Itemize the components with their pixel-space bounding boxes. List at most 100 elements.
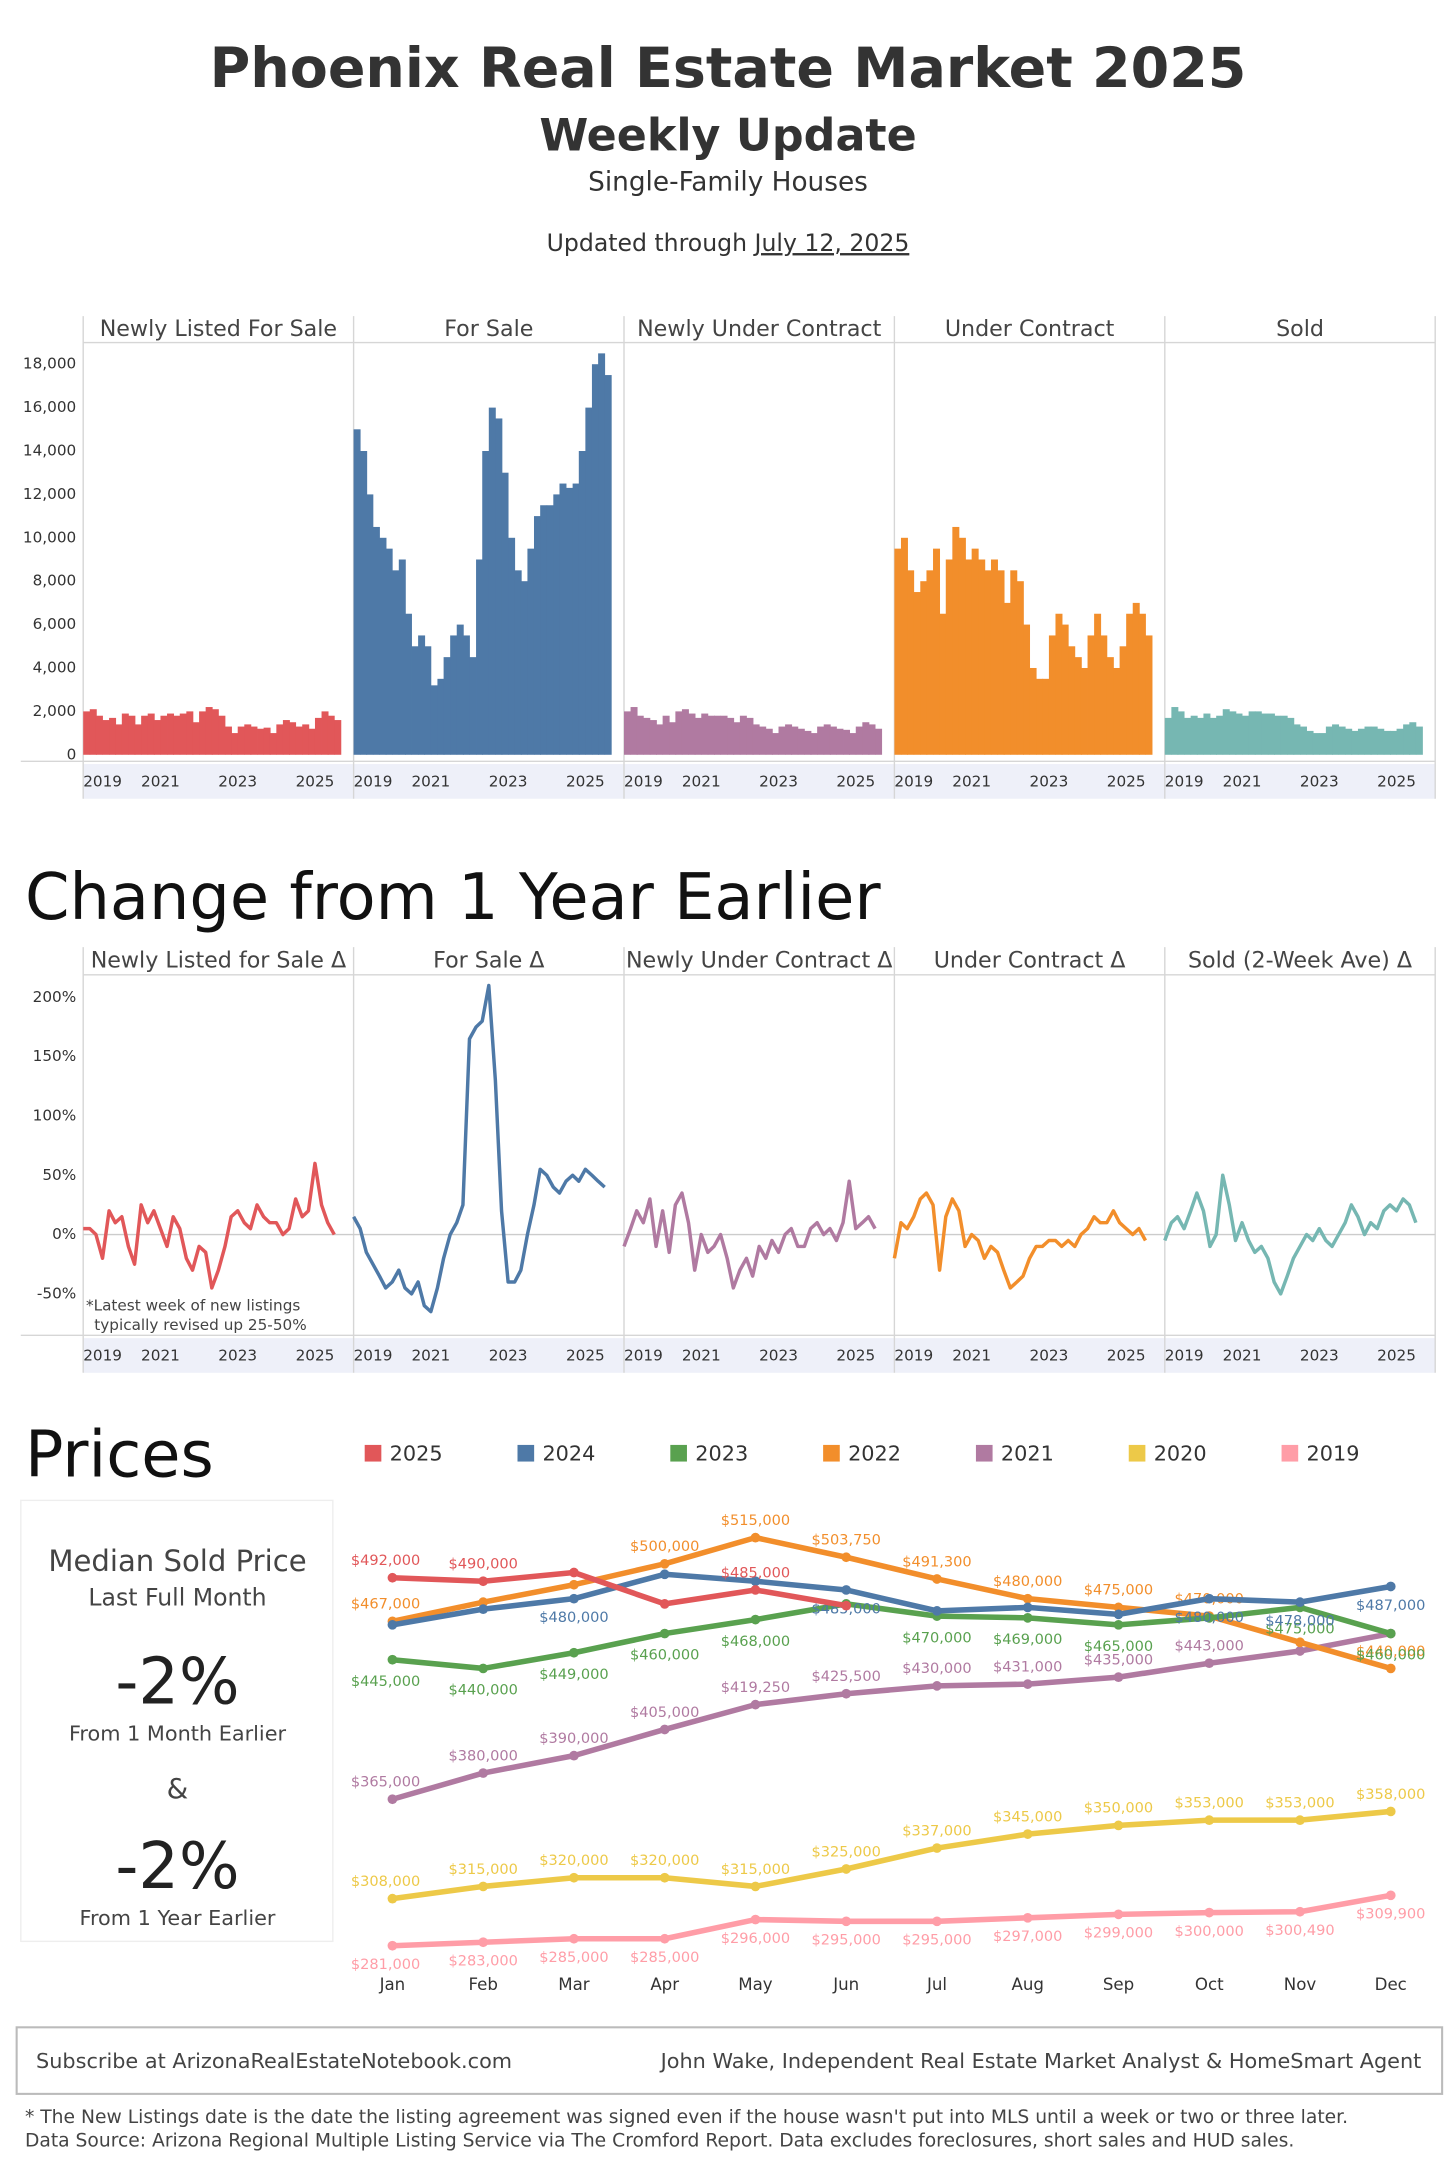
bar bbox=[900, 537, 908, 755]
bar bbox=[418, 635, 426, 755]
panel-title: For Sale bbox=[444, 316, 533, 342]
x-tick-label: 2021 bbox=[682, 773, 721, 791]
bar bbox=[1351, 730, 1359, 755]
value-label: $480,000 bbox=[539, 1609, 608, 1626]
bar bbox=[289, 722, 297, 755]
bar bbox=[237, 726, 245, 755]
bar bbox=[95, 715, 103, 755]
point bbox=[659, 1628, 670, 1639]
x-tick-label: 2019 bbox=[894, 773, 933, 791]
bar bbox=[488, 407, 496, 755]
x-tick-label: 2021 bbox=[411, 1347, 450, 1365]
x-tick-label: 2019 bbox=[624, 773, 663, 791]
bar bbox=[147, 713, 155, 755]
x-tick-label: Jan bbox=[379, 1975, 406, 1994]
point bbox=[932, 1916, 942, 1927]
bar bbox=[849, 733, 857, 755]
y-tick-label: 10,000 bbox=[23, 528, 76, 546]
bar bbox=[1396, 728, 1404, 755]
legend-label: 2021 bbox=[1001, 1442, 1054, 1466]
bar bbox=[624, 711, 631, 755]
x-tick-label: 2023 bbox=[218, 773, 257, 791]
point bbox=[478, 1576, 489, 1587]
value-label: $500,000 bbox=[630, 1538, 699, 1555]
bar bbox=[913, 592, 921, 755]
x-tick-label: 2025 bbox=[296, 1347, 335, 1365]
bar bbox=[978, 559, 986, 755]
point bbox=[1022, 1912, 1033, 1923]
bar bbox=[1068, 646, 1076, 755]
x-tick-label: 2021 bbox=[952, 1347, 991, 1365]
bar bbox=[662, 715, 670, 755]
point bbox=[1385, 1581, 1396, 1592]
point bbox=[1204, 1815, 1215, 1826]
bar bbox=[1261, 713, 1269, 755]
point bbox=[478, 1597, 489, 1608]
bar bbox=[295, 726, 303, 755]
bar bbox=[186, 711, 194, 755]
x-tick-label: 2025 bbox=[836, 1347, 875, 1365]
bar bbox=[540, 505, 548, 755]
bar bbox=[469, 657, 477, 755]
value-label: $300,490 bbox=[1265, 1922, 1334, 1939]
value-label: $485,000 bbox=[721, 1564, 790, 1581]
point bbox=[1113, 1609, 1124, 1620]
bar bbox=[559, 483, 567, 755]
x-tick-label: 2023 bbox=[1300, 1347, 1339, 1365]
bar bbox=[1415, 726, 1423, 755]
value-label: $440,000 bbox=[1356, 1643, 1425, 1660]
bar bbox=[694, 717, 702, 755]
bar bbox=[791, 726, 799, 755]
bar bbox=[1126, 613, 1134, 755]
bar bbox=[1003, 602, 1011, 755]
y-tick-label: 8,000 bbox=[33, 572, 77, 590]
bar bbox=[456, 624, 464, 755]
bar bbox=[965, 559, 973, 755]
value-label: $445,000 bbox=[351, 1673, 420, 1690]
point bbox=[1113, 1909, 1124, 1920]
bar bbox=[546, 505, 554, 755]
kpi-value: -2% bbox=[115, 1646, 239, 1720]
bar bbox=[282, 720, 290, 755]
point bbox=[387, 1893, 398, 1904]
point bbox=[478, 1937, 489, 1948]
subscribe[interactable]: Subscribe at ArizonaRealEstateNotebook.c… bbox=[36, 2049, 512, 2073]
line bbox=[391, 1630, 1392, 1802]
bar bbox=[759, 726, 767, 755]
value-label: $478,000 bbox=[1265, 1613, 1334, 1630]
value-label: $480,000 bbox=[993, 1573, 1062, 1590]
bar bbox=[1132, 602, 1140, 755]
bar bbox=[1274, 715, 1282, 755]
bar bbox=[263, 727, 271, 755]
value-label: $281,000 bbox=[351, 1956, 420, 1973]
bar bbox=[1209, 717, 1217, 755]
bar bbox=[276, 724, 284, 755]
bar bbox=[1370, 726, 1378, 755]
point bbox=[659, 1558, 670, 1569]
point bbox=[932, 1574, 942, 1584]
point bbox=[1113, 1672, 1124, 1683]
y-tick-label: 150% bbox=[33, 1047, 77, 1065]
bar bbox=[984, 570, 992, 755]
y-tick-label: 4,000 bbox=[33, 658, 77, 676]
x-tick-label: Oct bbox=[1195, 1975, 1224, 1994]
x-tick-label: 2021 bbox=[141, 1347, 180, 1365]
legend-swatch bbox=[364, 1444, 382, 1462]
bar bbox=[1196, 717, 1204, 755]
point bbox=[569, 1933, 579, 1944]
bar bbox=[269, 733, 277, 755]
x-tick-label: 2019 bbox=[1165, 773, 1204, 791]
value-label: $285,000 bbox=[539, 1949, 608, 1966]
x-tick-label: 2023 bbox=[1030, 1347, 1069, 1365]
value-label: $440,000 bbox=[448, 1682, 517, 1699]
bar bbox=[141, 715, 149, 755]
value-label: $337,000 bbox=[902, 1822, 971, 1839]
bar bbox=[1016, 581, 1024, 755]
bar bbox=[1036, 678, 1044, 755]
updated-line: Updated through July 12, 2025 bbox=[547, 229, 910, 257]
point bbox=[1204, 1593, 1215, 1604]
x-tick-label: 2023 bbox=[489, 773, 528, 791]
legend-label: 2019 bbox=[1307, 1442, 1360, 1466]
bar bbox=[199, 711, 207, 755]
point bbox=[1295, 1646, 1305, 1656]
